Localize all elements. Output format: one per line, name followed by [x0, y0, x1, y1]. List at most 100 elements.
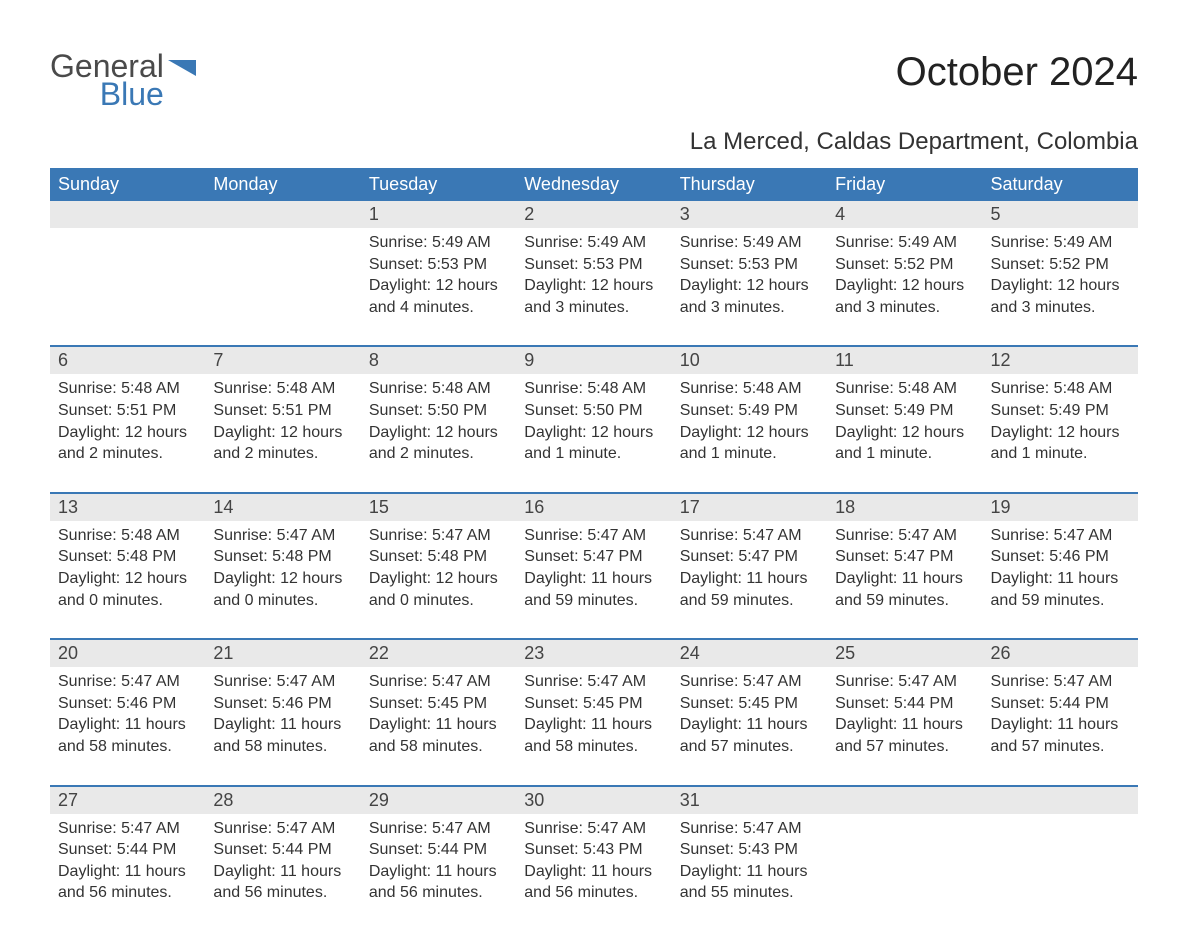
daylight-text: Daylight: 12 hours and 4 minutes.	[369, 275, 508, 318]
sunrise-text: Sunrise: 5:48 AM	[213, 378, 352, 400]
sunrise-text: Sunrise: 5:47 AM	[213, 818, 352, 840]
sunset-text: Sunset: 5:49 PM	[991, 400, 1130, 422]
day-content-cell: Sunrise: 5:47 AMSunset: 5:46 PMDaylight:…	[50, 667, 205, 763]
separator-cell	[983, 324, 1138, 346]
separator-cell	[205, 324, 360, 346]
sunset-text: Sunset: 5:51 PM	[58, 400, 197, 422]
separator-cell	[361, 617, 516, 639]
day-content-cell: Sunrise: 5:47 AMSunset: 5:44 PMDaylight:…	[205, 814, 360, 910]
day-content-cell: Sunrise: 5:47 AMSunset: 5:44 PMDaylight:…	[361, 814, 516, 910]
sunrise-text: Sunrise: 5:47 AM	[991, 671, 1130, 693]
day-content-cell: Sunrise: 5:48 AMSunset: 5:50 PMDaylight:…	[361, 374, 516, 470]
daylight-text: Daylight: 12 hours and 2 minutes.	[58, 422, 197, 465]
day-content-cell: Sunrise: 5:48 AMSunset: 5:49 PMDaylight:…	[983, 374, 1138, 470]
sunrise-text: Sunrise: 5:49 AM	[369, 232, 508, 254]
sunset-text: Sunset: 5:47 PM	[680, 546, 819, 568]
separator-cell	[50, 471, 205, 493]
day-number-cell: 26	[983, 639, 1138, 667]
page-title: October 2024	[896, 50, 1138, 95]
daylight-text: Daylight: 12 hours and 1 minute.	[680, 422, 819, 465]
empty-content-cell	[983, 814, 1138, 910]
day-content-cell: Sunrise: 5:47 AMSunset: 5:44 PMDaylight:…	[827, 667, 982, 763]
daylight-text: Daylight: 12 hours and 2 minutes.	[213, 422, 352, 465]
daylight-text: Daylight: 12 hours and 2 minutes.	[369, 422, 508, 465]
daynum-row: 20212223242526	[50, 639, 1138, 667]
sunrise-text: Sunrise: 5:48 AM	[991, 378, 1130, 400]
weekday-header: Sunday	[50, 168, 205, 201]
separator-cell	[827, 324, 982, 346]
daynum-row: 12345	[50, 201, 1138, 228]
weekday-header: Thursday	[672, 168, 827, 201]
sunrise-text: Sunrise: 5:49 AM	[524, 232, 663, 254]
sunrise-text: Sunrise: 5:47 AM	[369, 818, 508, 840]
brand-logo: General Blue	[50, 50, 196, 110]
day-content-row: Sunrise: 5:48 AMSunset: 5:51 PMDaylight:…	[50, 374, 1138, 470]
sunset-text: Sunset: 5:45 PM	[524, 693, 663, 715]
day-content-cell: Sunrise: 5:49 AMSunset: 5:53 PMDaylight:…	[361, 228, 516, 324]
sunrise-text: Sunrise: 5:49 AM	[991, 232, 1130, 254]
day-content-cell: Sunrise: 5:49 AMSunset: 5:52 PMDaylight:…	[827, 228, 982, 324]
day-content-row: Sunrise: 5:48 AMSunset: 5:48 PMDaylight:…	[50, 521, 1138, 617]
day-number-cell: 4	[827, 201, 982, 228]
empty-content-cell	[50, 228, 205, 324]
sunset-text: Sunset: 5:48 PM	[58, 546, 197, 568]
day-content-cell: Sunrise: 5:47 AMSunset: 5:45 PMDaylight:…	[516, 667, 671, 763]
daylight-text: Daylight: 11 hours and 59 minutes.	[991, 568, 1130, 611]
empty-daynum-cell	[827, 786, 982, 814]
daylight-text: Daylight: 12 hours and 0 minutes.	[58, 568, 197, 611]
week-separator	[50, 617, 1138, 639]
sunrise-text: Sunrise: 5:49 AM	[680, 232, 819, 254]
separator-cell	[361, 471, 516, 493]
day-content-cell: Sunrise: 5:48 AMSunset: 5:51 PMDaylight:…	[50, 374, 205, 470]
day-number-cell: 2	[516, 201, 671, 228]
header-row: General Blue October 2024	[50, 50, 1138, 110]
daylight-text: Daylight: 12 hours and 3 minutes.	[991, 275, 1130, 318]
sunrise-text: Sunrise: 5:48 AM	[524, 378, 663, 400]
separator-cell	[361, 764, 516, 786]
day-number-cell: 16	[516, 493, 671, 521]
day-number-cell: 19	[983, 493, 1138, 521]
daylight-text: Daylight: 12 hours and 0 minutes.	[369, 568, 508, 611]
daylight-text: Daylight: 11 hours and 59 minutes.	[835, 568, 974, 611]
day-number-cell: 13	[50, 493, 205, 521]
separator-cell	[827, 764, 982, 786]
daylight-text: Daylight: 11 hours and 56 minutes.	[369, 861, 508, 904]
day-number-cell: 7	[205, 346, 360, 374]
sunrise-text: Sunrise: 5:47 AM	[524, 818, 663, 840]
empty-content-cell	[827, 814, 982, 910]
weekday-header: Friday	[827, 168, 982, 201]
separator-cell	[983, 617, 1138, 639]
sunrise-text: Sunrise: 5:47 AM	[213, 671, 352, 693]
separator-cell	[50, 324, 205, 346]
day-content-cell: Sunrise: 5:47 AMSunset: 5:44 PMDaylight:…	[50, 814, 205, 910]
separator-cell	[672, 471, 827, 493]
daynum-row: 6789101112	[50, 346, 1138, 374]
empty-daynum-cell	[983, 786, 1138, 814]
sunset-text: Sunset: 5:43 PM	[680, 839, 819, 861]
sunrise-text: Sunrise: 5:47 AM	[524, 671, 663, 693]
day-number-cell: 10	[672, 346, 827, 374]
sunrise-text: Sunrise: 5:49 AM	[835, 232, 974, 254]
separator-cell	[672, 324, 827, 346]
day-content-cell: Sunrise: 5:48 AMSunset: 5:50 PMDaylight:…	[516, 374, 671, 470]
day-content-cell: Sunrise: 5:48 AMSunset: 5:51 PMDaylight:…	[205, 374, 360, 470]
day-number-cell: 28	[205, 786, 360, 814]
daylight-text: Daylight: 12 hours and 3 minutes.	[524, 275, 663, 318]
separator-cell	[205, 471, 360, 493]
sunrise-text: Sunrise: 5:47 AM	[835, 671, 974, 693]
day-number-cell: 14	[205, 493, 360, 521]
day-number-cell: 17	[672, 493, 827, 521]
sunset-text: Sunset: 5:43 PM	[524, 839, 663, 861]
day-number-cell: 21	[205, 639, 360, 667]
sunrise-text: Sunrise: 5:47 AM	[369, 671, 508, 693]
day-number-cell: 23	[516, 639, 671, 667]
day-content-cell: Sunrise: 5:47 AMSunset: 5:46 PMDaylight:…	[205, 667, 360, 763]
separator-cell	[983, 471, 1138, 493]
sunrise-text: Sunrise: 5:47 AM	[58, 671, 197, 693]
day-content-cell: Sunrise: 5:47 AMSunset: 5:43 PMDaylight:…	[672, 814, 827, 910]
sunrise-text: Sunrise: 5:48 AM	[680, 378, 819, 400]
empty-daynum-cell	[205, 201, 360, 228]
daylight-text: Daylight: 11 hours and 57 minutes.	[991, 714, 1130, 757]
day-content-cell: Sunrise: 5:47 AMSunset: 5:43 PMDaylight:…	[516, 814, 671, 910]
week-separator	[50, 764, 1138, 786]
